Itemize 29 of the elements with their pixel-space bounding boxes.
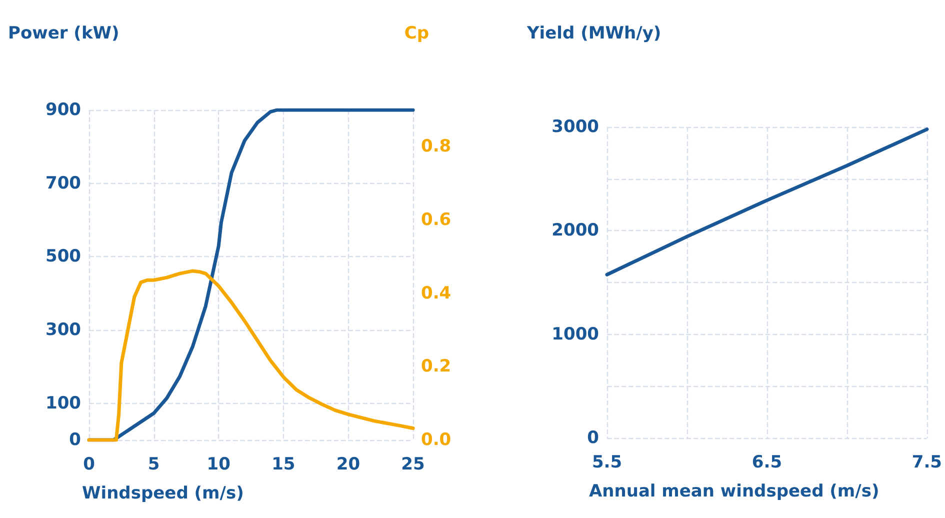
y-tick-label: 300 <box>46 320 82 340</box>
y-tick-label: 700 <box>46 173 82 194</box>
x-tick-label: 0 <box>83 454 96 474</box>
x-tick-label: 20 <box>336 454 360 474</box>
y-tick-label: 0 <box>587 428 600 448</box>
y-tick-label: 3000 <box>552 117 600 137</box>
y2-tick-label: 0.0 <box>421 430 452 450</box>
y-axis-title: Power (kW) <box>8 24 120 44</box>
x-tick-label: 15 <box>272 454 296 474</box>
y-tick-label: 100 <box>46 393 82 414</box>
y-tick-label: 900 <box>46 100 82 120</box>
y-tick-label: 2000 <box>552 220 600 241</box>
x-tick-label: 5 <box>148 454 160 474</box>
x-tick-label: 7.5 <box>912 452 942 472</box>
y-axis-title: Yield (MWh/y) <box>526 24 662 44</box>
y-tick-label: 500 <box>46 246 82 267</box>
y2-axis-title: Cp <box>404 24 429 44</box>
x-tick-label: 6.5 <box>752 452 782 472</box>
x-axis-title: Windspeed (m/s) <box>82 484 244 504</box>
x-tick-label: 10 <box>206 454 231 474</box>
y2-tick-label: 0.4 <box>421 283 452 304</box>
y-tick-label: 0 <box>69 430 82 450</box>
x-axis-title: Annual mean windspeed (m/s) <box>589 482 880 502</box>
y2-tick-label: 0.2 <box>421 356 452 377</box>
y2-tick-label: 0.8 <box>421 136 452 157</box>
x-tick-label: 25 <box>401 454 425 474</box>
y2-tick-label: 0.6 <box>421 210 452 230</box>
x-tick-label: 5.5 <box>592 452 622 472</box>
y-tick-label: 1000 <box>552 324 600 344</box>
